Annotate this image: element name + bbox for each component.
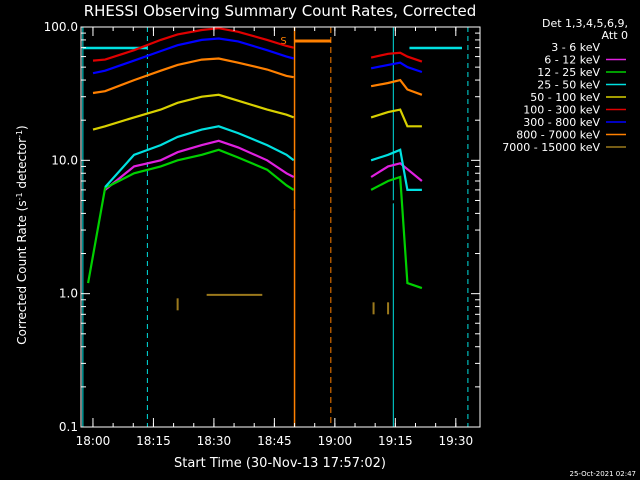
x-tick-label: 19:15: [378, 434, 413, 448]
series-line-5: [370, 51, 423, 63]
y-tick-label: 1.0: [59, 287, 78, 301]
y-tick-label: 0.1: [59, 420, 78, 434]
legend-label: 50 - 100 keV: [530, 91, 600, 104]
legend-label: 25 - 50 keV: [537, 79, 600, 92]
plot-frame: [80, 26, 481, 428]
series-line-4: [92, 93, 295, 131]
series-line-1: [104, 139, 295, 191]
x-axis-label: Start Time (30-Nov-13 17:57:02): [174, 456, 386, 471]
x-tick-label: 18:45: [257, 434, 292, 448]
flag-label: S: [280, 36, 286, 47]
series-line-7: [92, 57, 294, 95]
plot-area: S: [82, 27, 469, 427]
series-line-0: [370, 198, 423, 211]
series-line-0: [116, 168, 295, 223]
y-tick-label: 10.0: [51, 153, 78, 167]
legend-label: 300 - 800 keV: [523, 116, 600, 129]
series-line-2: [87, 148, 295, 284]
series-line-5: [92, 27, 294, 62]
series-line-2: [370, 175, 423, 290]
y-axis: 0.1 1.0 10.0 100.0: [44, 20, 480, 434]
y-axis-label: Corrected Count Rate (s-1 detector-1): [15, 125, 29, 344]
x-tick-label: 18:15: [136, 434, 171, 448]
legend-header-line-2: Att 0: [602, 29, 628, 42]
chart-title: RHESSI Observing Summary Count Rates, Co…: [84, 2, 477, 20]
x-tick-label: 18:00: [76, 434, 111, 448]
x-tick-label: 18:30: [197, 434, 232, 448]
series-line-3: [370, 148, 422, 191]
legend-label: 7000 - 15000 keV: [502, 141, 600, 154]
x-tick-label: 19:00: [318, 434, 353, 448]
series-line-1: [370, 162, 423, 182]
series-line-7: [370, 78, 423, 96]
series-line-3: [104, 125, 295, 188]
legend-label: 12 - 25 keV: [537, 66, 600, 79]
legend-label: 800 - 7000 keV: [516, 129, 600, 142]
x-axis: 18:00 18:15 18:30 18:45 19:00 19:15 19:30: [76, 27, 473, 448]
series-line-4: [370, 108, 422, 128]
legend-label: 3 - 6 keV: [551, 41, 600, 54]
series-line-6: [92, 37, 294, 75]
legend-label: 100 - 300 keV: [523, 104, 600, 117]
legend-label: 6 - 12 keV: [544, 54, 600, 67]
y-tick-label: 100.0: [44, 20, 78, 34]
legend-header-line-1: Det 1,3,4,5,6,9,: [542, 17, 628, 30]
x-tick-label: 19:30: [439, 434, 474, 448]
timestamp: 25-Oct-2021 02:47: [570, 470, 636, 478]
series-line-6: [370, 61, 423, 74]
